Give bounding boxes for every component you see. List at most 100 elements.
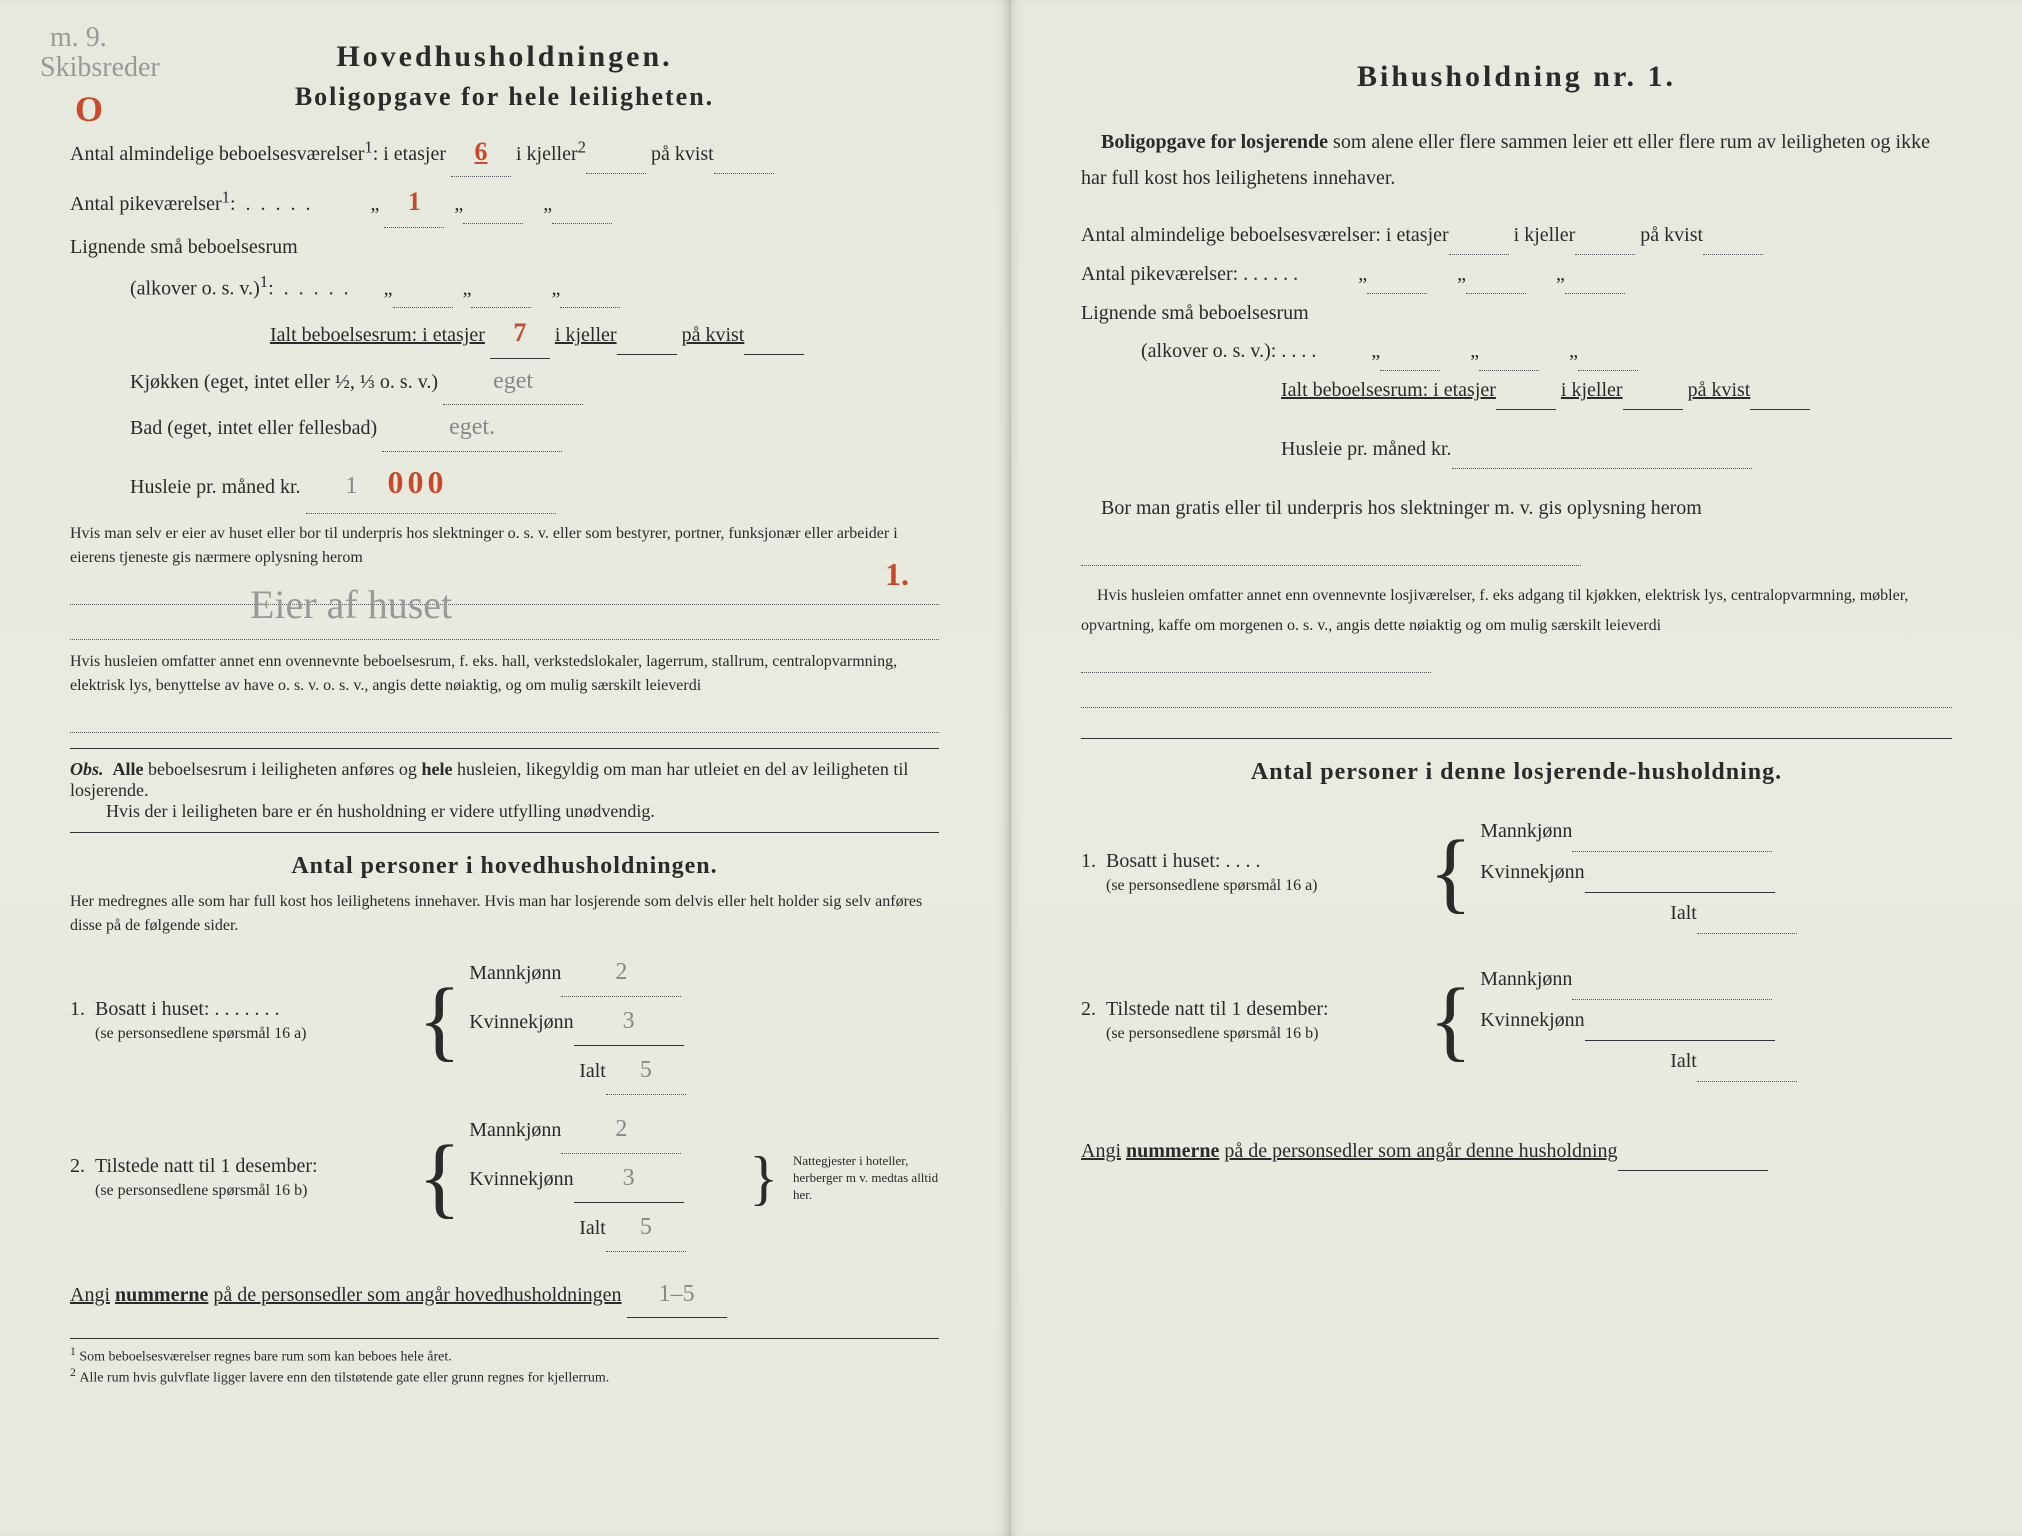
label: på de personsedler som angår hovedhushol… (213, 1284, 621, 1306)
blank (1575, 216, 1635, 255)
text: Hvis husleien omfatter annet enn ovennev… (1081, 587, 1908, 634)
section-title-antal-r: Antal personer i denne losjerende-hushol… (1081, 759, 1952, 786)
q-label: Tilstede natt til 1 desember: (95, 1155, 318, 1177)
obs-label: Obs. (70, 759, 104, 779)
value-kjokken: eget (443, 359, 583, 406)
blank (1585, 1000, 1775, 1041)
sub-title: Boligopgave for hele leiligheten. (70, 82, 939, 112)
handwritten: 5 (640, 1057, 652, 1083)
text: Hvis der i leiligheten bare er én hushol… (106, 801, 655, 821)
q-sub: (se personsedlene spørsmål 16 b) (1106, 1025, 1318, 1042)
label: Mannkjønn (469, 1119, 561, 1141)
label: Ialt (1670, 1050, 1697, 1072)
line-alkover-1: Lignende små beboelsesrum (70, 228, 939, 266)
bottom-line-r: Angi nummerne på de personsedler som ang… (1081, 1132, 1952, 1171)
q-label: Bosatt i huset: . . . . (1106, 850, 1260, 872)
label: Angi (70, 1284, 110, 1306)
blank (1452, 430, 1752, 469)
line-husleie: Husleie pr. måned kr. 1 000 (70, 452, 939, 514)
label: Antal pikeværelser (70, 193, 222, 215)
q-num: 2. (1081, 998, 1096, 1020)
handwritten: eget. (449, 414, 495, 440)
label: i kjeller (1514, 224, 1576, 246)
pencil-note-2: Skibsreder (40, 52, 160, 84)
label: Mannkjønn (469, 962, 561, 984)
value: 1–5 (627, 1272, 727, 1319)
para-eier: Hvis man selv er eier av huset eller bor… (70, 522, 939, 570)
value: 3 (574, 1154, 684, 1203)
para-omfatter-r: Hvis husleien omfatter annet enn ovennev… (1081, 581, 1952, 673)
handwritten: 1 (408, 187, 421, 216)
label: (alkover o. s. v.) (130, 277, 260, 299)
q-num: 1. (70, 998, 85, 1020)
q1-group: 1. Bosatt i huset: . . . . . . . (se per… (70, 948, 939, 1095)
q1-group-r: 1. Bosatt i huset: . . . . (se personsed… (1081, 811, 1952, 934)
brace-icon: { (1421, 837, 1480, 909)
label: Antal almindelige beboelsesværelser: i e… (1081, 224, 1449, 246)
value: 2 (561, 948, 681, 997)
fn-num: 2 (70, 1366, 76, 1379)
line-rooms: Antal almindelige beboelsesværelser1: i … (70, 127, 939, 177)
para-gratis: Bor man gratis eller til underpris hos s… (1081, 489, 1952, 566)
bottom-line: Angi nummerne på de personsedler som ang… (70, 1272, 939, 1319)
para-losjerende: Boligopgave for losjerende som alene ell… (1081, 124, 1952, 196)
para-husleie-omfatter: Hvis husleien omfatter annet enn ovennev… (70, 650, 939, 698)
blank (1449, 216, 1509, 255)
fill-line (70, 611, 939, 640)
blank (1380, 332, 1440, 371)
blank (1623, 371, 1683, 410)
label: på kvist (682, 324, 745, 346)
rule (1081, 738, 1952, 739)
right-page: Bihusholdning nr. 1. Boligopgave for los… (1011, 0, 2022, 1536)
label: Mannkjønn (1480, 968, 1572, 990)
handwritten: 1–5 (659, 1281, 695, 1307)
q-label: Bosatt i huset: . . . . . . . (95, 998, 279, 1020)
label: nummerne (115, 1284, 208, 1306)
blank (393, 269, 453, 308)
main-title: Hovedhusholdningen. (70, 40, 939, 74)
pencil-eier: Eier af huset (250, 581, 452, 628)
q-sub: (se personsedlene spørsmål 16 a) (95, 1025, 307, 1042)
blank (1496, 371, 1556, 410)
blank (714, 135, 774, 174)
q2-group-r: 2. Tilstede natt til 1 desember: (se per… (1081, 959, 1952, 1082)
label: Boligopgave for losjerende (1101, 131, 1328, 153)
handwritten-red: 000 (388, 464, 448, 500)
side-note: Nattegjester i hoteller, herberger m v. … (793, 1153, 939, 1204)
blank (1697, 1041, 1797, 1082)
red-o-mark: O (75, 88, 103, 130)
value-pike: 1 (384, 177, 444, 227)
label: : (230, 193, 236, 215)
sup: 2 (578, 137, 586, 156)
label: Angi (1081, 1140, 1121, 1162)
blank (1081, 527, 1581, 566)
footnotes: 1 Som beboelsesværelser regnes bare rum … (70, 1338, 939, 1386)
brace-icon: { (1421, 985, 1480, 1057)
handwritten: 6 (475, 137, 488, 166)
line-rooms-r: Antal almindelige beboelsesværelser: i e… (1081, 216, 1952, 255)
handwritten: 2 (615, 959, 627, 985)
label: Bad (eget, intet eller fellesbad) (130, 417, 377, 439)
label: Antal pikeværelser: . . . . . . (1081, 263, 1298, 285)
blank (1585, 852, 1775, 893)
para-medregnes: Her medregnes alle som har full kost hos… (70, 890, 939, 938)
value: 5 (606, 1203, 686, 1252)
blank (1618, 1132, 1768, 1171)
blank (744, 316, 804, 355)
label: på kvist (1688, 379, 1751, 401)
line-ialt-r: Ialt beboelsesrum: i etasjer i kjeller p… (1081, 371, 1952, 410)
line-pike-r: Antal pikeværelser: . . . . . . „ „ „ (1081, 255, 1952, 294)
line-alkover-r1: Lignende små beboelsesrum (1081, 294, 1952, 332)
fill-line (70, 576, 939, 605)
line-alkover-r2: (alkover o. s. v.): . . . . „ „ „ (1081, 332, 1952, 371)
line-bad: Bad (eget, intet eller fellesbad) eget. (70, 405, 939, 452)
value-husleie: 1 000 (306, 452, 556, 514)
blank (1081, 642, 1431, 673)
handwritten: eget (493, 368, 533, 394)
fn-text: Som beboelsesværelser regnes bare rum so… (79, 1350, 451, 1365)
label: i kjeller (1561, 379, 1623, 401)
blank (1572, 959, 1772, 1000)
label: Kvinnekjønn (469, 1168, 573, 1190)
q2-group: 2. Tilstede natt til 1 desember: (se per… (70, 1105, 939, 1252)
line-pike: Antal pikeværelser1: . . . . . „ 1 „ „ (70, 177, 939, 227)
